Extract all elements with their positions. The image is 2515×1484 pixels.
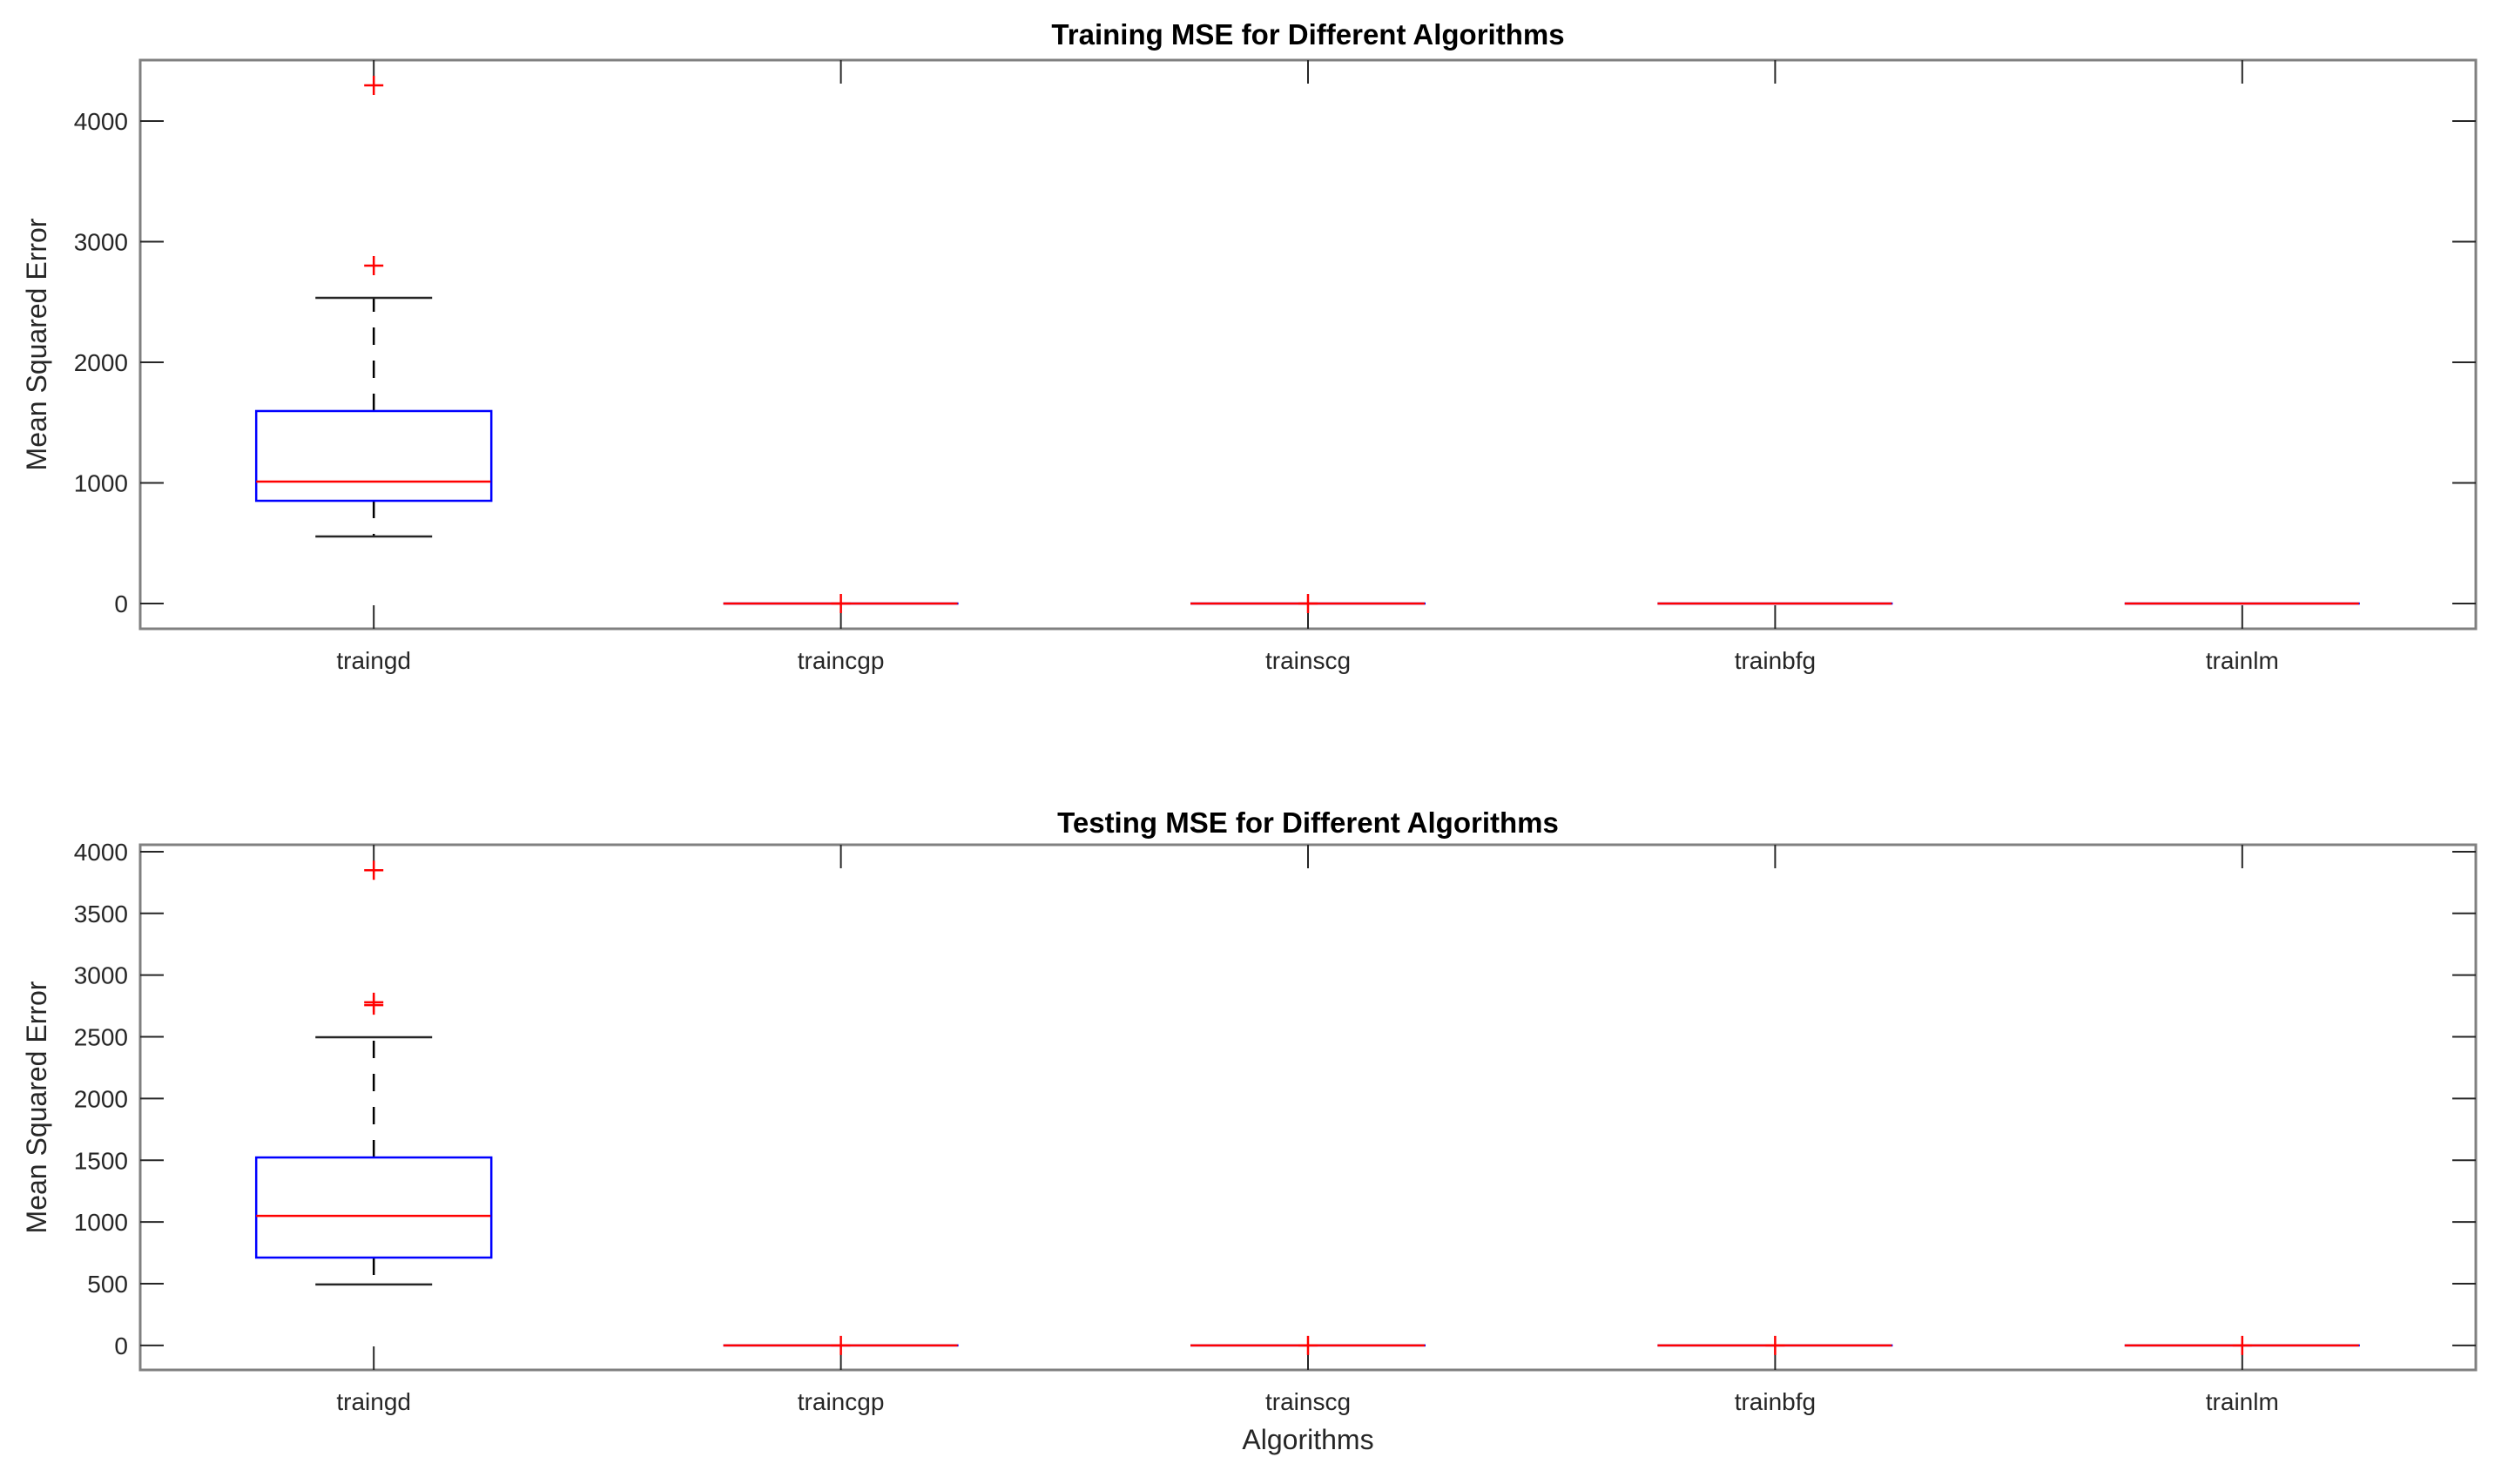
outlier-marker: [364, 75, 384, 95]
testing-plot-area: 0 500 1000 1500 2000 2500 3000 3500 4000 traingd t…: [74, 839, 2478, 1415]
training-y-axis-label: Mean Squared Error: [21, 218, 52, 470]
box-trainlm: [2124, 1335, 2360, 1355]
outlier-marker: [831, 594, 851, 614]
outlier-marker: [1298, 594, 1318, 614]
outlier-marker: [831, 1335, 851, 1355]
x-tick-label-trainscg: trainscg: [1265, 647, 1351, 674]
outlier-marker: [364, 992, 384, 1012]
y-tick-label: 1000: [74, 470, 128, 497]
y-tick-label: 3000: [74, 228, 128, 255]
testing-plot-title: Testing MSE for Different Algorithms: [1057, 806, 1559, 839]
box-traincgp: [723, 1335, 959, 1355]
x-tick-label-traingd: traingd: [336, 1388, 411, 1415]
outlier-marker: [364, 860, 384, 880]
training-mse-subplot: Training MSE for Different Algorithms Me…: [21, 18, 2478, 674]
training-plot-title: Training MSE for Different Algorithms: [1051, 18, 1564, 51]
box-trainscg: [1190, 594, 1426, 614]
y-tick-label: 1000: [74, 1209, 128, 1236]
box-traingd: [254, 860, 493, 1286]
y-tick-label: 4000: [74, 839, 128, 866]
box-traincgp: [723, 594, 959, 614]
x-tick-label-traincgp: traincgp: [798, 647, 885, 674]
x-tick-label-trainbfg: trainbfg: [1735, 647, 1816, 674]
outlier-marker: [2232, 1335, 2252, 1355]
testing-x-axis-label: Algorithms: [1242, 1424, 1373, 1455]
testing-mse-subplot: Testing MSE for Different Algorithms Mea…: [21, 806, 2478, 1455]
y-tick-label: 2000: [74, 349, 128, 376]
x-tick-label-trainlm: trainlm: [2206, 647, 2279, 674]
testing-y-axis-label: Mean Squared Error: [21, 981, 52, 1233]
x-tick-label-traingd: traingd: [336, 647, 411, 674]
outlier-marker: [1298, 1335, 1318, 1355]
x-tick-label-trainscg: trainscg: [1265, 1388, 1351, 1415]
y-tick-label: 0: [114, 590, 128, 617]
x-tick-label-trainlm: trainlm: [2206, 1388, 2279, 1415]
box-trainscg: [1190, 1335, 1426, 1355]
iqr-box: [254, 1156, 493, 1259]
y-tick-label: 2000: [74, 1085, 128, 1112]
box-trainbfg: [1657, 1335, 1893, 1355]
box-traingd: [254, 75, 493, 538]
y-tick-label: 4000: [74, 108, 128, 135]
y-tick-label: 3000: [74, 962, 128, 989]
y-tick-label: 0: [114, 1332, 128, 1359]
iqr-box: [254, 409, 493, 503]
x-tick-label-trainbfg: trainbfg: [1735, 1388, 1816, 1415]
outlier-marker: [364, 256, 384, 276]
y-tick-label: 500: [87, 1271, 128, 1298]
y-tick-label: 2500: [74, 1024, 128, 1051]
y-tick-label: 3500: [74, 901, 128, 928]
y-tick-label: 1500: [74, 1147, 128, 1174]
axes-frame: [138, 843, 2478, 1372]
training-plot-area: 0 1000 2000 3000 4000 traingd traincgp trainscg…: [74, 58, 2478, 674]
axes-frame: [138, 58, 2478, 631]
outlier-marker: [1765, 1335, 1785, 1355]
x-tick-label-traincgp: traincgp: [798, 1388, 885, 1415]
